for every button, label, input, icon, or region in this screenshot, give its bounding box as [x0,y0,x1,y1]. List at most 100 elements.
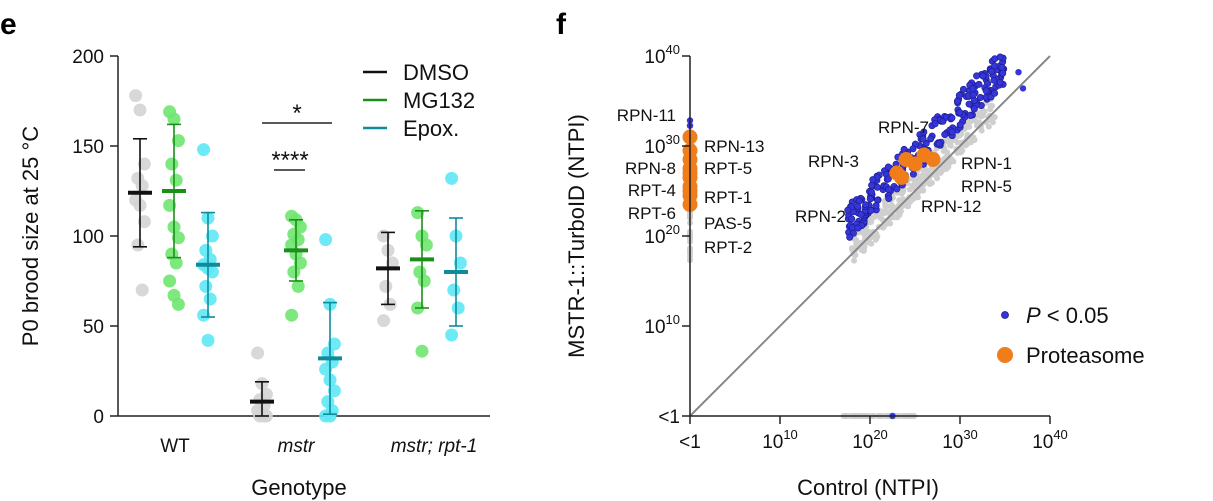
e-y-ticks: 0 50 100 150 200 [72,47,118,428]
f-significant-point [1015,69,1022,76]
f-x-tick-label: 1030 [942,427,978,453]
f-y-tick-label: 1030 [644,132,680,158]
label-rpt-1: RPT-1 [704,188,752,207]
f-background-point [916,175,923,182]
f-significant-point [920,128,928,136]
f-background-point [978,127,985,134]
f-legend-proteasome: Proteasome [1026,343,1145,368]
tick-exponent: 30 [963,427,977,442]
label-rpn-11: RPN-11 [617,106,676,125]
e-legend-dmso: DMSO [403,60,469,85]
tick-exponent: 40 [1053,427,1067,442]
f-significant-point [884,175,892,183]
f-legend-p-italic: P [1026,303,1041,328]
f-significant-point [988,67,996,75]
label-rpn-5: RPN-5 [961,177,1012,196]
f-background-point [915,185,922,192]
f-significant-point [848,215,856,223]
tick-base: 10 [644,227,665,248]
label-rpn-2: RPN-2 [795,207,846,226]
f-background-point [897,208,904,215]
f-background-point [973,118,980,125]
f-background-point [915,194,922,201]
f-significant-point [927,135,935,143]
e-point [205,265,219,279]
tick-exponent: 10 [666,312,680,327]
e-point [203,292,217,306]
e-point [201,333,215,347]
f-legend-swatch-proteasome [997,347,1013,363]
f-background-point [858,246,865,253]
e-legend: DMSO MG132 Epox. [363,60,475,141]
e-point [199,279,213,293]
e-point [169,256,183,270]
e-point [171,134,185,148]
e-y-axis-label: P0 brood size at 25 °C [18,126,43,346]
label-rpn-13: RPN-13 [704,137,764,156]
f-significant-point [956,121,964,129]
f-significant-point [953,97,961,105]
e-point [419,238,433,252]
panel-e-letter: e [0,8,17,41]
f-x-tick-label: 1010 [762,427,798,453]
tick-exponent: 10 [783,427,797,442]
e-point [319,362,333,376]
e-point [445,328,459,342]
label-rpt-2: RPT-2 [704,238,752,257]
e-point [287,265,301,279]
f-significant-point [955,91,963,99]
f-background-point [948,156,955,163]
f-significant-point [866,195,874,203]
e-point [445,171,459,185]
e-point [137,215,151,229]
f-significant-point [982,87,990,95]
f-significant-point [970,105,978,113]
f-background-point [945,164,952,171]
e-point [131,238,145,252]
f-x-tick-label: 1020 [852,427,888,453]
e-point [171,297,185,311]
f-significant-point [885,195,893,203]
f-background-point [868,215,875,222]
e-y-tick-label: 50 [83,317,104,338]
f-significant-point [900,145,908,153]
f-significant-point [854,202,862,210]
f-background-point [884,209,891,216]
tick-base: 10 [942,432,963,453]
f-y-axis-label: MSTR-1::TurboID (NTPI) [564,114,589,358]
f-significant-point [869,176,877,184]
f-significant-point [975,80,983,88]
f-significant-point [885,186,893,194]
f-significant-point [909,170,917,178]
e-point [291,279,305,293]
e-point [285,308,299,322]
tick-base: <1 [658,407,680,428]
f-background-point [989,117,996,124]
f-background-point [888,205,895,212]
f-significant-point [872,202,880,210]
e-point [377,314,391,328]
f-significant-point [998,63,1006,71]
f-significant-point [966,111,974,119]
tick-base: <1 [679,432,701,453]
e-point [447,283,461,297]
f-significant-point [931,120,939,128]
f-background-point [880,224,887,231]
e-point [251,346,265,360]
f-legend-swatch-p [1001,311,1009,319]
e-point [137,157,151,171]
e-point [415,344,429,358]
f-significant-point [893,185,901,193]
e-legend-epox: Epox. [403,116,459,141]
f-background-point [947,142,954,149]
e-point [451,301,465,315]
f-y-tick-label: 1040 [644,42,680,68]
e-point [319,233,333,247]
panel-f-letter: f [556,8,567,41]
e-legend-mg132: MG132 [403,88,475,113]
tick-base: 10 [644,47,665,68]
f-background-point [910,176,917,183]
f-background-point [924,167,931,174]
